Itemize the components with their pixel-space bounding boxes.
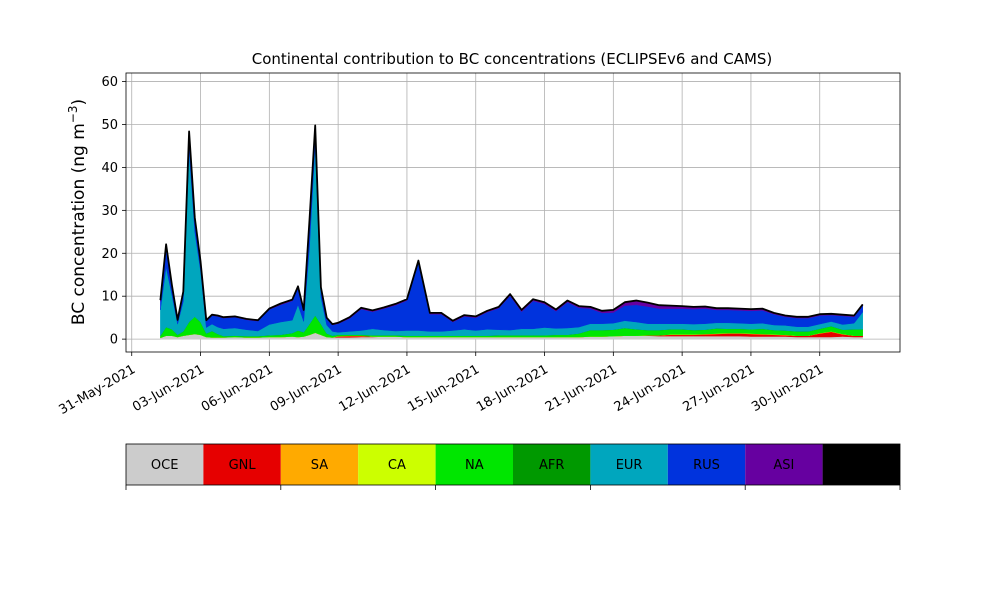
plot-frame — [125, 72, 901, 353]
legend-frame — [125, 443, 901, 486]
y-tick-label: 30 — [101, 204, 118, 219]
y-tick-label: 40 — [101, 161, 118, 176]
y-tick-label: 60 — [101, 75, 118, 90]
y-axis-label-exponent: −3 — [66, 105, 80, 123]
legend-label-afr: AFR — [539, 458, 564, 473]
legend-label-ca: CA — [388, 458, 406, 473]
legend-swatch-asi — [745, 444, 823, 485]
legend-swatch-oce — [126, 444, 204, 485]
y-axis-label-main: BC concentration (ng m — [69, 123, 89, 325]
legend-label-na: NA — [465, 458, 484, 473]
legend-swatch-aus — [822, 444, 900, 485]
y-tick-label: 50 — [101, 118, 118, 133]
y-axis-label: BC concentration (ng m−3) — [66, 99, 89, 325]
legend-swatch-gnl — [203, 444, 281, 485]
legend: OCE GNL SA CA NA AFR EUR RUS ASI AUS — [125, 443, 901, 490]
y-axis-label-close: ) — [69, 99, 89, 106]
legend-label-aus: AUS — [848, 458, 875, 473]
legend-label-asi: ASI — [773, 458, 794, 473]
legend-swatch-afr — [513, 444, 591, 485]
y-tick-label: 20 — [101, 247, 118, 262]
legend-label-eur: EUR — [616, 458, 643, 473]
legend-swatch-rus — [667, 444, 746, 485]
legend-swatch-eur — [590, 444, 668, 485]
plot-area: 31-May-202103-Jun-202106-Jun-202109-Jun-… — [56, 72, 901, 418]
y-tick-label: 10 — [101, 290, 118, 305]
y-tick-label: 0 — [110, 333, 118, 348]
legend-label-sa: SA — [311, 458, 328, 473]
legend-label-gnl: GNL — [229, 458, 257, 473]
legend-label-rus: RUS — [693, 458, 720, 473]
legend-swatch-sa — [280, 444, 359, 485]
legend-swatch-ca — [358, 444, 436, 485]
total-line — [159, 124, 864, 325]
chart-title: Continental contribution to BC concentra… — [252, 50, 773, 68]
legend-swatch-na — [435, 444, 513, 485]
legend-label-oce: OCE — [151, 458, 179, 473]
